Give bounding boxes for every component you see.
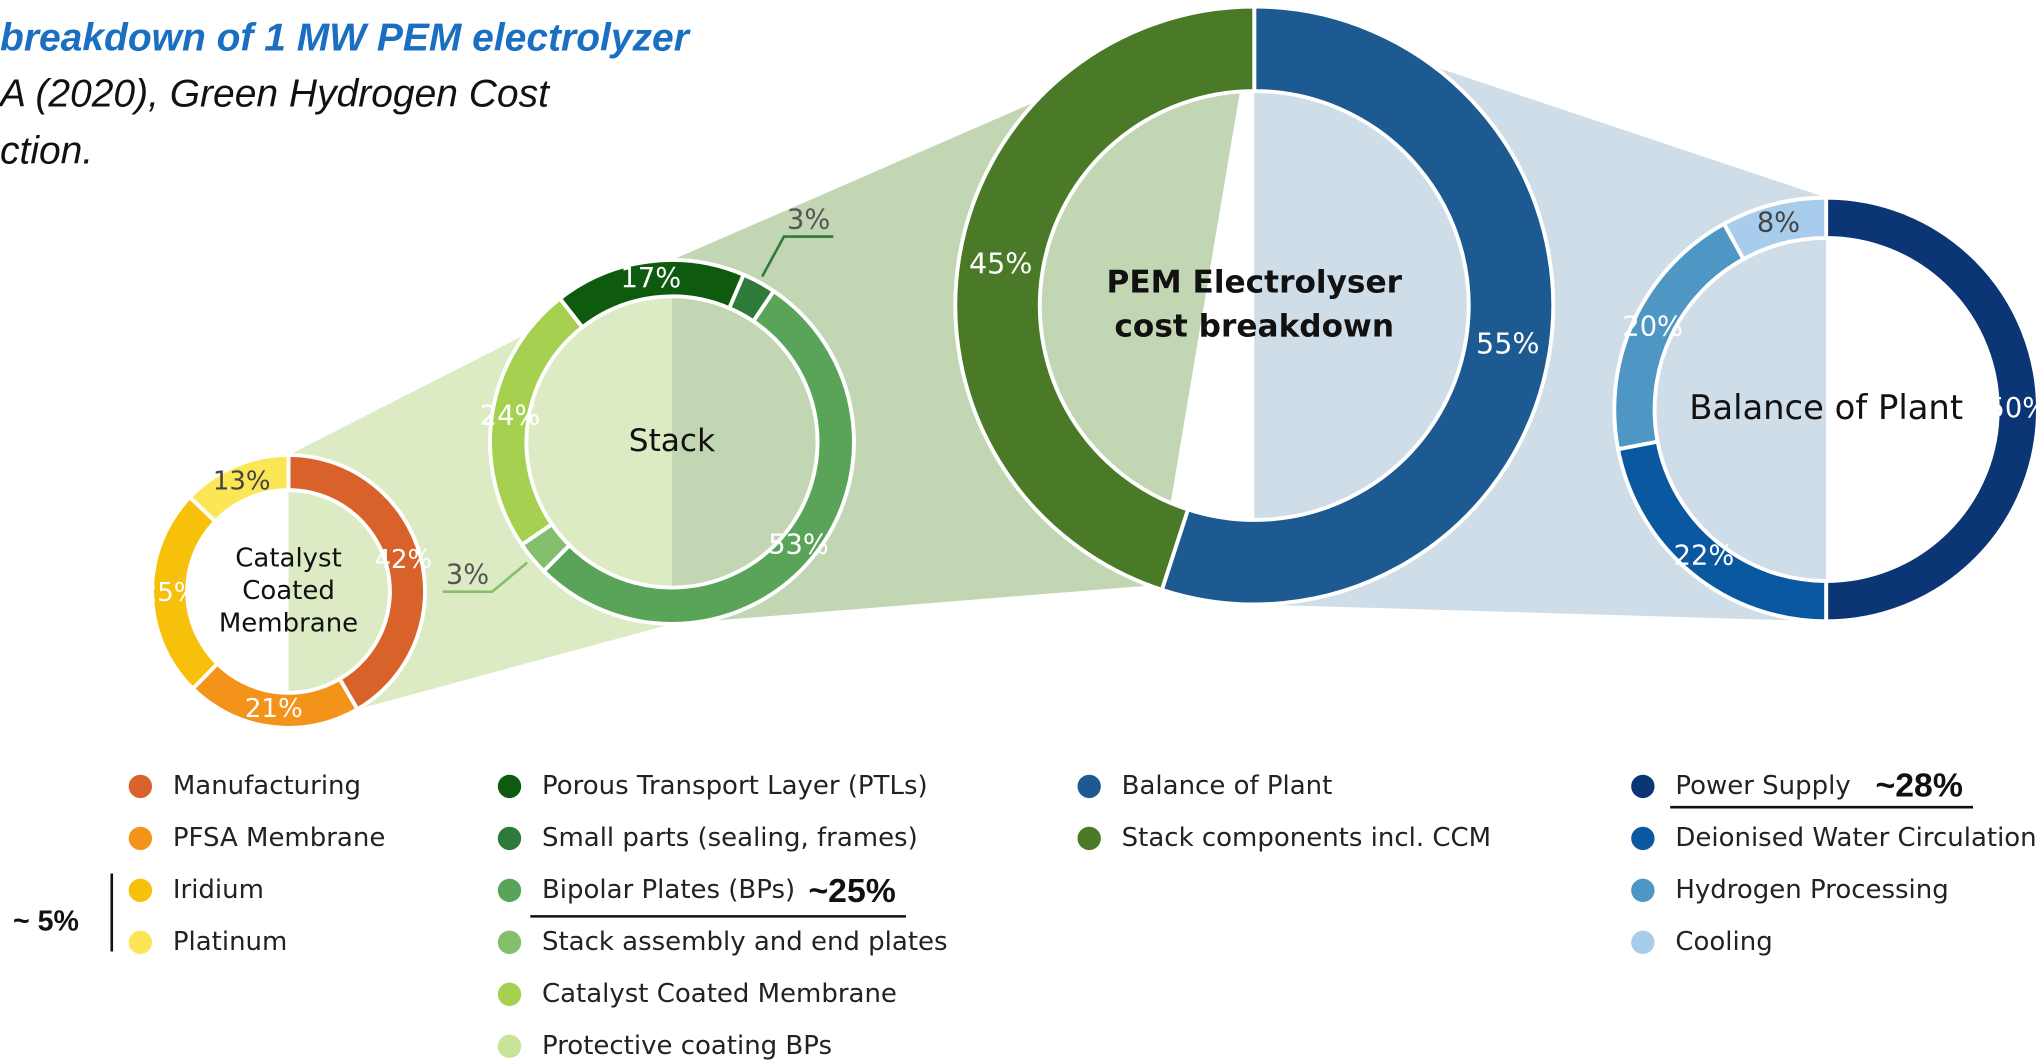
donut-center-label: Stack bbox=[629, 423, 715, 459]
value-label: 20% bbox=[1622, 311, 1683, 342]
legend-label: Iridium bbox=[173, 875, 264, 905]
legend-label: Protective coating BPs bbox=[542, 1031, 832, 1061]
value-label: 22% bbox=[1674, 541, 1735, 572]
value-label: 8% bbox=[1757, 207, 1800, 238]
subtitle: A (2020), Green Hydrogen Cost bbox=[0, 73, 551, 116]
legend-label: Balance of Plant bbox=[1122, 771, 1333, 801]
legend-label: Deionised Water Circulation bbox=[1675, 823, 2036, 853]
leader-line bbox=[761, 235, 834, 278]
legend-label: Porous Transport Layer (PTLs) bbox=[542, 771, 928, 801]
legend-label: Cooling bbox=[1675, 927, 1772, 957]
value-label: 53% bbox=[768, 529, 829, 560]
donut-center-label: cost breakdown bbox=[1114, 309, 1394, 345]
legend-dot bbox=[497, 774, 522, 799]
annotation: ~25% bbox=[808, 872, 895, 910]
value-label: 42% bbox=[374, 545, 432, 575]
legend-dot bbox=[1631, 878, 1655, 903]
legend-dot bbox=[128, 774, 153, 799]
value-label: 55% bbox=[1476, 327, 1540, 361]
title: breakdown of 1 MW PEM electrolyzer bbox=[0, 17, 691, 60]
legend-dot bbox=[1077, 826, 1101, 851]
donut-segment bbox=[1824, 195, 2038, 624]
legend-dot bbox=[497, 930, 522, 955]
legend-dot bbox=[1631, 826, 1655, 851]
donut-center-label: Catalyst bbox=[235, 543, 342, 573]
legend-dot bbox=[1631, 930, 1655, 955]
donut-center-label: Coated bbox=[242, 576, 335, 606]
legend-dot bbox=[1631, 774, 1655, 799]
donut-segment bbox=[953, 4, 1257, 593]
value-label: 17% bbox=[621, 263, 682, 294]
legend-label: Stack components incl. CCM bbox=[1122, 823, 1491, 853]
legend-label: Catalyst Coated Membrane bbox=[542, 979, 897, 1009]
legend-label: Stack assembly and end plates bbox=[542, 927, 948, 957]
legend-label: Manufacturing bbox=[173, 771, 361, 801]
donut-segment bbox=[187, 453, 291, 525]
legend-dot bbox=[497, 878, 522, 903]
legend-dot bbox=[128, 930, 153, 955]
donut-segment bbox=[540, 288, 856, 626]
value-label: 21% bbox=[245, 694, 303, 724]
annotation: ~28% bbox=[1876, 767, 1963, 805]
link-shade bbox=[288, 260, 672, 728]
legend-dot bbox=[497, 1034, 522, 1059]
donut-segment bbox=[286, 453, 427, 712]
value-label: 3% bbox=[787, 204, 830, 235]
legend-dot bbox=[128, 878, 153, 903]
legend-label: Small parts (sealing, frames) bbox=[542, 823, 918, 853]
value-label: 50% bbox=[1988, 393, 2038, 424]
legend-dot bbox=[1077, 774, 1101, 799]
legend-label: Hydrogen Processing bbox=[1675, 875, 1948, 905]
donut-segment bbox=[1159, 4, 1556, 607]
legend-dot bbox=[497, 982, 522, 1007]
value-label: 45% bbox=[969, 246, 1033, 280]
donut-center-label: Balance of Plant bbox=[1689, 388, 1963, 427]
donut-segment bbox=[1721, 195, 1829, 262]
donut-segment bbox=[488, 295, 586, 548]
subtitle: ction. bbox=[0, 130, 93, 173]
legend-label: Bipolar Plates (BPs) bbox=[542, 875, 795, 905]
value-label: 3% bbox=[446, 560, 489, 591]
legend-label: Platinum bbox=[173, 927, 287, 957]
value-label: 13% bbox=[213, 467, 271, 497]
leader-line bbox=[442, 561, 529, 594]
value-label: 25% bbox=[141, 578, 199, 608]
donut-center-label: Membrane bbox=[219, 608, 358, 638]
legend-dot bbox=[497, 826, 522, 851]
legend-label: PFSA Membrane bbox=[173, 823, 385, 853]
donut-center-label: PEM Electrolyser bbox=[1106, 264, 1402, 300]
legend-dot bbox=[128, 826, 153, 851]
value-label: 24% bbox=[480, 400, 541, 431]
annotation: ~ 5% bbox=[13, 905, 79, 937]
legend-label: Power Supply bbox=[1675, 771, 1850, 801]
